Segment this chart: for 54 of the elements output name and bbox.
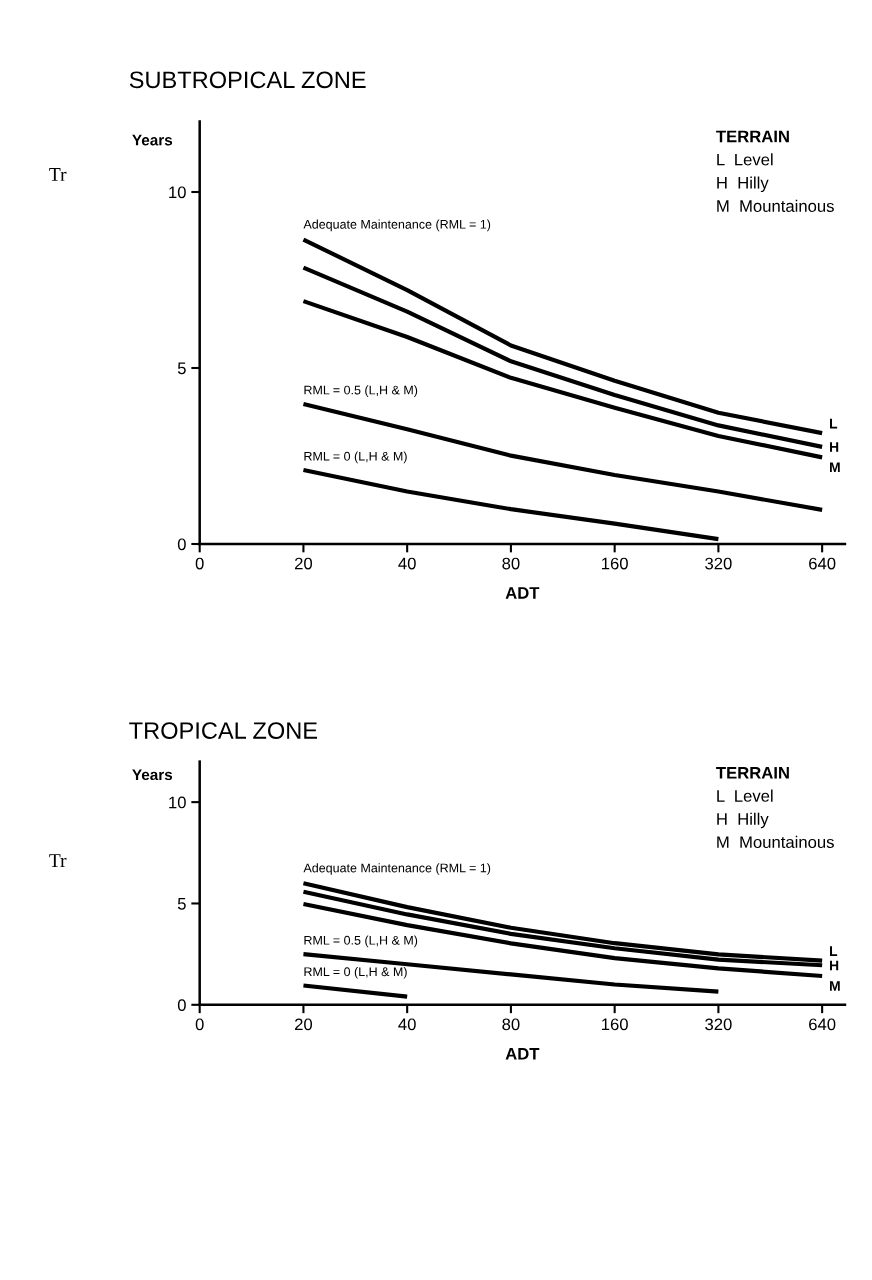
series-label: RML = 0 (L,H & M) [304,966,407,979]
annotation: TERRAIN [716,767,789,779]
x-tick-label: 80 [502,1018,520,1031]
y-tick-label: 0 [177,999,186,1011]
x-tick-label: 40 [398,557,416,570]
series-label: RML = 0.5 (L,H & M) [304,935,418,948]
x-axis-title: ADT [505,587,540,599]
x-tick-label: 0 [195,557,204,570]
series-label: M [830,462,840,473]
annotation: Adequate Maintenance (RML = 1) [303,219,491,232]
x-tick-label: 80 [502,557,520,570]
annotation: M Mountainous [717,199,834,212]
series-label: H [830,442,839,452]
annotation: L Level [717,789,773,802]
series-label: RML = 0 (L,H & M) [304,451,407,464]
annotation: L Level [717,153,773,166]
series-label: L [830,418,838,429]
y-tick-label: 10 [169,796,186,809]
x-tick-label: 320 [705,557,732,570]
series-label: L [830,946,838,956]
line-series [301,901,825,979]
y-axis-title: Tr [49,854,67,867]
x-tick-label: 40 [398,1018,416,1031]
y-tick-label: 10 [169,186,186,199]
y-tick-label: 0 [177,538,186,551]
y-tick-label: 5 [177,362,186,375]
x-tick-label: 640 [809,1018,836,1031]
chart-title: TROPICAL ZONE [129,722,318,739]
annotation: M Mountainous [717,835,834,849]
chart-title: SUBTROPICAL ZONE [129,71,366,89]
x-tick-label: 320 [705,1018,732,1031]
x-tick-label: 160 [602,557,628,570]
line-series [301,265,825,449]
x-tick-label: 640 [809,557,836,570]
annotation: H Hilly [717,176,769,193]
line-series [301,401,825,512]
text: Years [132,134,173,146]
line-series [301,952,721,994]
annotation: TERRAIN [716,130,789,143]
line-series [301,237,825,436]
series-label: M [830,981,840,991]
x-tick-label: 0 [195,1018,204,1031]
x-tick-label: 160 [602,1018,628,1031]
annotation: Adequate Maintenance (RML = 1) [303,863,491,875]
x-axis-title: ADT [505,1048,540,1060]
x-tick-label: 20 [295,557,313,570]
series-label: RML = 0.5 (L,H & M) [304,385,418,397]
text: Years [132,769,173,781]
y-axis-title: Tr [49,168,67,181]
annotation: H Hilly [717,812,769,829]
line-series [301,467,721,542]
x-tick-label: 20 [295,1018,313,1031]
series-label: H [830,960,839,971]
y-tick-label: 5 [177,898,186,910]
